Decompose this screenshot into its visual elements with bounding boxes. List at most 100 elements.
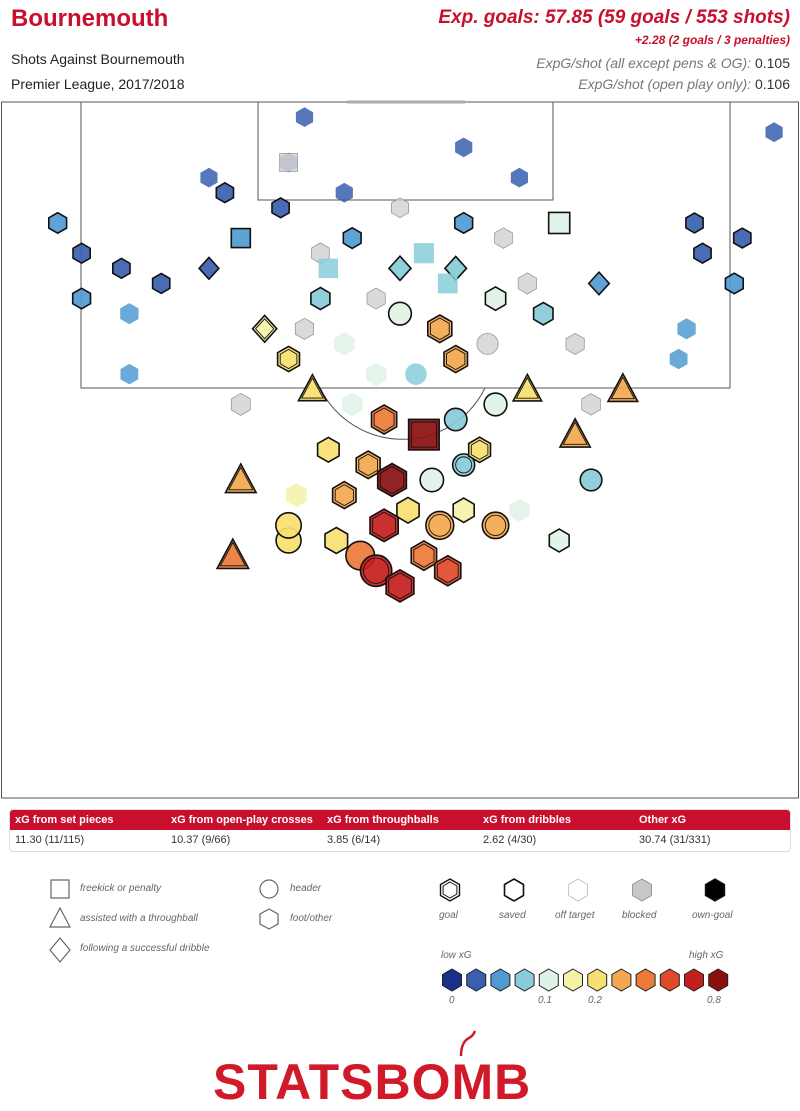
shot-marker bbox=[453, 211, 474, 235]
xg-per-shot-all: ExpG/shot (all except pens & OG): 0.105 bbox=[536, 55, 790, 71]
shot-map bbox=[1, 100, 799, 799]
rate1-value: 0.105 bbox=[754, 55, 790, 71]
shot-marker bbox=[224, 462, 258, 494]
shot-marker bbox=[425, 510, 455, 541]
shot-marker bbox=[342, 392, 363, 417]
shot-marker bbox=[120, 303, 139, 325]
shot-marker bbox=[467, 436, 492, 464]
penalty-box bbox=[80, 101, 731, 389]
value-other: 30.74 (31/331) bbox=[639, 834, 711, 846]
statsbomb-logo: STATSBOMB bbox=[213, 1054, 532, 1110]
dribble-icon bbox=[49, 937, 71, 963]
value-throughballs: 3.85 (6/14) bbox=[327, 834, 381, 846]
shot-marker bbox=[452, 497, 476, 524]
shot-goal-ring bbox=[436, 558, 459, 584]
shot-marker bbox=[587, 270, 611, 296]
foot-icon bbox=[259, 908, 279, 930]
shot-marker bbox=[370, 404, 398, 436]
scale-swatch bbox=[587, 968, 608, 992]
shot-marker bbox=[396, 496, 420, 525]
value-crosses: 10.37 (9/66) bbox=[171, 834, 231, 846]
shot-marker bbox=[732, 227, 752, 249]
throughball-icon bbox=[49, 906, 71, 928]
legend-offtarget-label: off target bbox=[555, 910, 595, 921]
competition-label: Premier League, 2017/2018 bbox=[11, 76, 185, 92]
penalty-arc bbox=[319, 387, 486, 440]
saved-outcome-icon bbox=[503, 878, 525, 902]
shot-marker bbox=[331, 480, 357, 510]
shot-marker bbox=[335, 182, 353, 203]
shot-marker bbox=[413, 243, 434, 264]
rate2-label: ExpG/shot (open play only): bbox=[578, 76, 752, 92]
legend-owngoal-label: own-goal bbox=[692, 910, 733, 921]
scale-tick-01: 0.1 bbox=[538, 995, 552, 1006]
shot-marker bbox=[443, 344, 469, 374]
shot-marker bbox=[548, 528, 570, 553]
shot-marker bbox=[71, 287, 92, 310]
scale-swatch bbox=[514, 968, 535, 992]
shot-marker bbox=[669, 348, 688, 370]
shot-goal-ring bbox=[358, 453, 378, 477]
shot-goal-ring bbox=[610, 376, 636, 400]
shot-marker bbox=[72, 242, 91, 265]
shot-marker bbox=[369, 508, 400, 543]
pitch-markings bbox=[1, 100, 799, 799]
shot-marker bbox=[120, 363, 139, 385]
scale-swatch bbox=[635, 968, 656, 992]
xg-per-shot-open-play: ExpG/shot (open play only): 0.106 bbox=[578, 76, 790, 92]
legend-header-label: header bbox=[290, 883, 322, 894]
shot-goal-ring bbox=[515, 376, 540, 399]
rate2-value: 0.106 bbox=[754, 76, 790, 92]
blocked-outcome-icon bbox=[632, 878, 652, 902]
shot-marker bbox=[407, 418, 440, 451]
shot-goal-ring bbox=[388, 572, 412, 600]
shot-marker bbox=[387, 255, 413, 282]
shot-marker bbox=[410, 539, 438, 572]
shot-marker bbox=[509, 498, 530, 522]
shot-marker bbox=[565, 332, 585, 355]
shot-goal-ring bbox=[413, 543, 435, 568]
shot-goal-ring bbox=[446, 347, 466, 371]
shot-marker bbox=[215, 181, 235, 204]
legend-throughball-label: assisted with a throughball bbox=[80, 913, 198, 924]
scale-tick-08: 0.8 bbox=[707, 995, 721, 1006]
shot-marker bbox=[483, 392, 508, 417]
shot-goal-ring bbox=[470, 439, 489, 460]
xg-scale bbox=[442, 968, 729, 992]
xg-summary: Exp. goals: 57.85 (59 goals / 553 shots) bbox=[438, 7, 790, 28]
shot-marker bbox=[334, 332, 355, 356]
shot-goal-ring bbox=[254, 318, 275, 340]
legend-blocked-label: blocked bbox=[622, 910, 657, 921]
shot-marker bbox=[275, 511, 303, 539]
value-set-pieces: 11.30 (11/115) bbox=[15, 834, 85, 846]
shot-marker bbox=[297, 372, 328, 402]
scale-low-label: low xG bbox=[441, 950, 472, 961]
header-crosses: xG from open-play crosses bbox=[171, 814, 313, 826]
shot-marker bbox=[685, 212, 704, 234]
shot-goal-ring bbox=[228, 466, 254, 491]
shot-marker bbox=[271, 196, 291, 219]
shot-goal-ring bbox=[373, 407, 395, 432]
shot-marker bbox=[765, 122, 783, 143]
value-dribbles: 2.62 (4/30) bbox=[483, 834, 537, 846]
shot-goal-ring bbox=[484, 514, 507, 537]
shot-marker bbox=[355, 450, 381, 480]
goal-outcome-inner-icon bbox=[442, 881, 458, 899]
shot-marker bbox=[579, 468, 603, 492]
shot-marker bbox=[510, 167, 528, 188]
shot-goal-ring bbox=[379, 465, 405, 495]
shot-goal-ring bbox=[362, 557, 390, 584]
shot-marker bbox=[437, 273, 458, 294]
chart-subtitle: Shots Against Bournemouth bbox=[11, 51, 185, 67]
shot-marker bbox=[324, 526, 349, 555]
offtarget-outcome-icon bbox=[568, 878, 588, 902]
shot-marker bbox=[547, 211, 571, 235]
scale-high-label: high xG bbox=[689, 950, 724, 961]
shot-marker bbox=[230, 227, 252, 249]
rate1-label: ExpG/shot (all except pens & OG): bbox=[536, 55, 752, 71]
shot-marker bbox=[197, 256, 220, 281]
shot-marker bbox=[724, 272, 745, 295]
shot-marker bbox=[455, 137, 473, 158]
shot-marker bbox=[481, 511, 510, 540]
header-throughballs: xG from throughballs bbox=[327, 814, 439, 826]
